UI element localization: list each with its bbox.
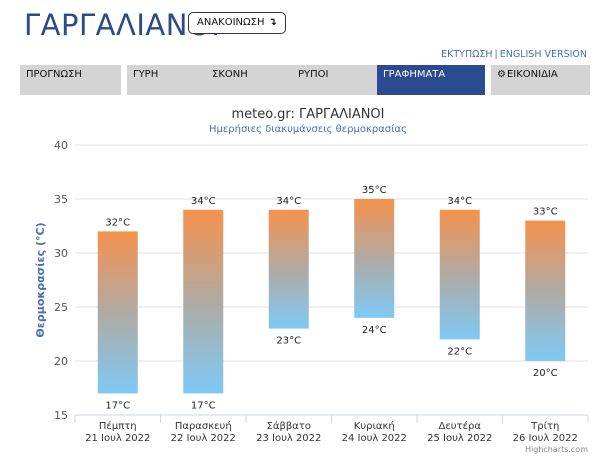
min-temp-label: 24°C [362, 325, 387, 336]
top-links: ΕΚΤΥΠΩΣΗ | ENGLISH VERSION [441, 49, 587, 60]
tab-pollutants-label: ΡΥΠΟΙ [298, 69, 329, 80]
link-separator: | [494, 49, 498, 60]
tab-dust-label: ΣΚΟΝΗ [212, 69, 248, 80]
x-tick-label-date: 22 Ιουλ 2022 [171, 433, 236, 444]
tab-dust[interactable]: ΣΚΟΝΗ [206, 65, 300, 95]
y-tick-label: 15 [54, 409, 68, 422]
x-tick-label-day: Παρασκευή [175, 420, 232, 432]
max-temp-label: 32°C [105, 217, 130, 228]
min-temp-label: 17°C [105, 400, 130, 411]
max-temp-label: 34°C [276, 196, 301, 207]
tab-icons-label: ΕΙΚΟΝΙΔΙΑ [506, 69, 558, 80]
y-tick-label: 40 [54, 139, 68, 152]
page-title: ΓΑΡΓΑΛΙΑΝΟΙ [24, 8, 221, 42]
tab-charts[interactable]: ΓΡΑΦΗΜΑΤΑ [377, 65, 485, 95]
x-tick-label-day: Τρίτη [530, 420, 559, 432]
max-temp-label: 34°C [447, 196, 472, 207]
temperature-range-bar [439, 209, 480, 340]
tab-icons[interactable]: ⚙ΕΙΚΟΝΙΔΙΑ [491, 65, 590, 95]
print-link[interactable]: ΕΚΤΥΠΩΣΗ [441, 49, 493, 60]
y-tick-label: 20 [54, 355, 68, 368]
x-tick-label-date: 21 Ιουλ 2022 [85, 433, 150, 444]
min-temp-label: 17°C [191, 400, 216, 411]
chart-title: meteo.gr: ΓΑΡΓΑΛΙΑΝΟΙ [231, 107, 384, 122]
y-axis-label: Θερμοκρασίες (°C) [34, 222, 47, 337]
x-tick-label-day: Κυριακή [354, 420, 395, 432]
tab-pollen-label: ΓΥΡΗ [133, 69, 159, 80]
x-tick-label-date: 24 Ιουλ 2022 [342, 433, 407, 444]
tab-forecast-label: ΠΡΟΓΝΩΣΗ [26, 69, 82, 80]
max-temp-label: 33°C [533, 207, 558, 218]
arrow-down-icon: ↴ [268, 17, 277, 28]
x-tick-label-date: 23 Ιουλ 2022 [256, 433, 321, 444]
chart-subtitle: Ημερήσιες διακυμάνσεις θερμοκρασίας [209, 123, 407, 135]
tab-pollen[interactable]: ΓΥΡΗ [127, 65, 221, 95]
tab-bar: ΠΡΟΓΝΩΣΗ ΓΥΡΗ ΣΚΟΝΗ ΡΥΠΟΙ ΓΡΑΦΗΜΑΤΑ ⚙ΕΙΚ… [20, 65, 590, 95]
temperature-range-bar [525, 220, 566, 361]
temperature-range-bar [354, 199, 395, 318]
temperature-range-bar [268, 209, 309, 329]
gear-icon: ⚙ [497, 69, 506, 80]
min-temp-label: 22°C [447, 346, 472, 357]
x-tick-label-date: 25 Ιουλ 2022 [427, 433, 492, 444]
temperature-chart: meteo.gr: ΓΑΡΓΑΛΙΑΝΟΙ Ημερήσιες διακυμάν… [34, 107, 589, 454]
x-tick-label-day: Δευτέρα [439, 420, 482, 432]
temperature-range-bar [97, 231, 138, 394]
min-temp-label: 23°C [276, 336, 301, 347]
x-tick-label-day: Πέμπτη [99, 420, 137, 432]
tab-charts-label: ΓΡΑΦΗΜΑΤΑ [383, 69, 446, 80]
min-temp-label: 20°C [533, 368, 558, 379]
tab-forecast[interactable]: ΠΡΟΓΝΩΣΗ [20, 65, 121, 95]
y-tick-label: 30 [54, 247, 68, 260]
temperature-range-bar [183, 209, 224, 394]
english-version-link[interactable]: ENGLISH VERSION [499, 49, 587, 60]
max-temp-label: 35°C [362, 185, 387, 196]
announcement-button[interactable]: ΑΝΑΚΟΙΝΩΣΗ ↴ [188, 12, 286, 34]
x-tick-label-date: 26 Ιουλ 2022 [513, 433, 578, 444]
announcement-label: ΑΝΑΚΟΙΝΩΣΗ [197, 17, 265, 28]
chart-credits[interactable]: Highcharts.com [525, 445, 588, 454]
y-tick-label: 25 [54, 301, 68, 314]
x-tick-label-day: Σάββατο [267, 420, 311, 432]
tab-pollutants[interactable]: ΡΥΠΟΙ [292, 65, 386, 95]
y-tick-label: 35 [54, 193, 68, 206]
max-temp-label: 34°C [191, 196, 216, 207]
